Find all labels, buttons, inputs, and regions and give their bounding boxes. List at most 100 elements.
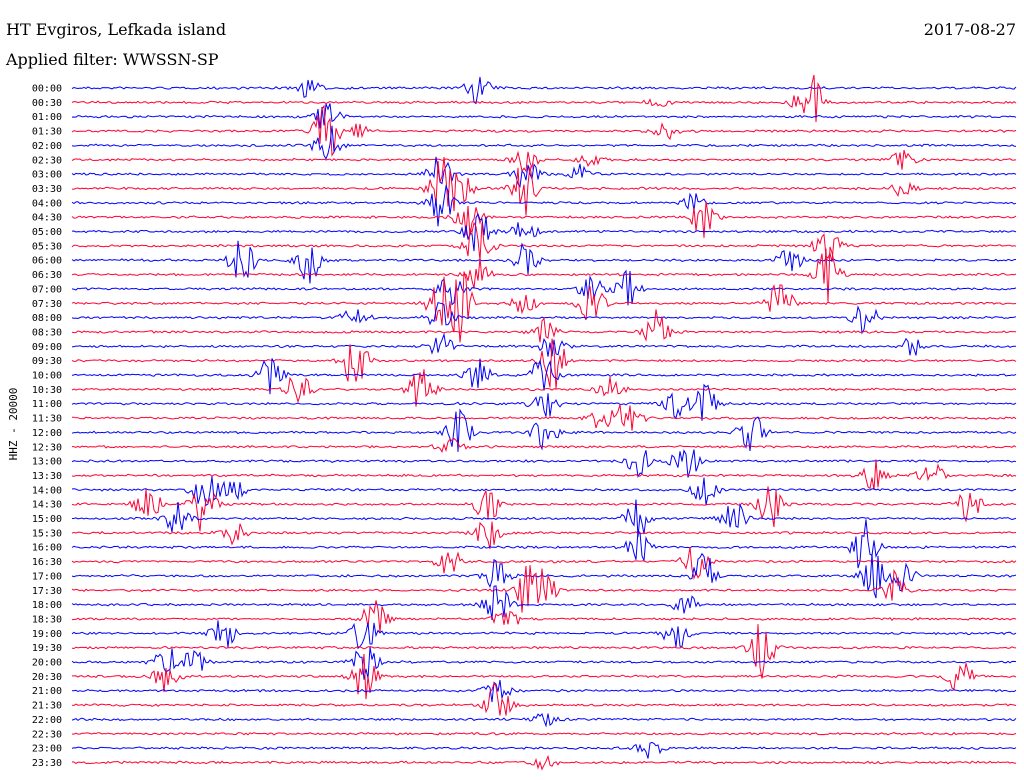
tick-label: 23:30 bbox=[32, 758, 62, 769]
tick-label: 12:00 bbox=[32, 428, 62, 439]
seismic-trace bbox=[71, 741, 1017, 759]
seismic-trace bbox=[71, 713, 1017, 728]
seismic-trace bbox=[71, 149, 1017, 173]
tick-label: 06:00 bbox=[32, 256, 62, 267]
tick-label: 03:30 bbox=[32, 184, 62, 195]
seismic-trace bbox=[71, 459, 1017, 490]
tick-label: 21:30 bbox=[32, 701, 62, 712]
tick-label: 23:00 bbox=[32, 744, 62, 755]
station-title: HT Evgiros, Lefkada island bbox=[6, 20, 227, 39]
seismic-trace bbox=[71, 499, 1017, 537]
tick-label: 05:30 bbox=[32, 241, 62, 252]
seismic-trace bbox=[72, 653, 1017, 700]
tick-label: 10:00 bbox=[32, 371, 62, 382]
tick-label: 08:00 bbox=[32, 313, 62, 324]
tick-label: 06:30 bbox=[32, 270, 62, 281]
tick-label: 10:30 bbox=[32, 385, 62, 396]
seismic-trace bbox=[71, 212, 1017, 252]
seismic-trace bbox=[71, 269, 1017, 306]
tick-label: 03:00 bbox=[32, 170, 62, 181]
seismic-trace bbox=[71, 332, 1017, 357]
seismic-trace bbox=[71, 408, 1017, 452]
tick-label: 02:30 bbox=[32, 155, 62, 166]
tick-label-group: 00:00 00:30 01:00 01:30 02:00 02:30 03:00 03:30… bbox=[32, 84, 62, 769]
tick-label: 00:00 bbox=[32, 84, 62, 95]
seismic-trace bbox=[71, 731, 1017, 736]
seismic-trace bbox=[71, 620, 1017, 650]
tick-label: 12:30 bbox=[32, 442, 62, 453]
tick-label: 15:00 bbox=[32, 514, 62, 525]
tick-label: 09:30 bbox=[32, 356, 62, 367]
seismic-trace bbox=[71, 103, 1017, 129]
tick-label: 18:30 bbox=[32, 614, 62, 625]
tick-label: 17:00 bbox=[32, 571, 62, 582]
seismic-trace bbox=[71, 358, 1017, 395]
seismic-trace bbox=[71, 383, 1017, 421]
tick-label: 13:00 bbox=[32, 457, 62, 468]
date-label: 2017-08-27 bbox=[923, 20, 1016, 39]
tick-label: 04:30 bbox=[32, 213, 62, 224]
seismic-trace bbox=[72, 679, 1017, 703]
seismic-trace bbox=[72, 404, 1017, 431]
seismic-trace bbox=[71, 369, 1017, 407]
tick-label: 07:00 bbox=[32, 284, 62, 295]
seismic-trace bbox=[71, 754, 1017, 771]
seismic-trace bbox=[71, 201, 1017, 238]
tick-label: 05:00 bbox=[32, 227, 62, 238]
tick-label: 19:30 bbox=[32, 643, 62, 654]
tick-label: 01:30 bbox=[32, 127, 62, 138]
seismic-trace bbox=[71, 476, 1017, 507]
seismic-trace bbox=[71, 156, 1017, 188]
trace-group bbox=[71, 74, 1017, 771]
tick-label: 11:00 bbox=[32, 399, 62, 410]
tick-label: 15:30 bbox=[32, 528, 62, 539]
tick-label: 07:30 bbox=[32, 299, 62, 310]
tick-label: 17:30 bbox=[32, 586, 62, 597]
tick-label: 14:00 bbox=[32, 485, 62, 496]
seismic-trace bbox=[71, 585, 1017, 620]
y-axis-label: HHZ - 20000 bbox=[7, 388, 20, 461]
seismic-trace bbox=[71, 681, 1017, 716]
seismic-trace bbox=[71, 646, 1017, 680]
seismic-trace bbox=[71, 271, 1017, 343]
tick-label: 19:00 bbox=[32, 629, 62, 640]
tick-label: 09:00 bbox=[32, 342, 62, 353]
seismic-trace bbox=[71, 309, 1017, 343]
seismic-trace bbox=[71, 521, 1017, 550]
tick-label: 02:00 bbox=[32, 141, 62, 152]
seismic-trace bbox=[71, 552, 1017, 599]
tick-label: 20:30 bbox=[32, 672, 62, 683]
tick-label: 00:30 bbox=[32, 98, 62, 109]
tick-label: 18:00 bbox=[32, 600, 62, 611]
seismic-trace bbox=[71, 600, 1017, 633]
tick-label: 11:30 bbox=[32, 414, 62, 425]
seismic-trace bbox=[71, 240, 1017, 284]
seismic-trace bbox=[71, 184, 1017, 227]
seismic-trace bbox=[71, 104, 1017, 157]
seismic-trace bbox=[71, 565, 1017, 613]
tick-label: 22:30 bbox=[32, 729, 62, 740]
tick-label: 04:00 bbox=[32, 198, 62, 209]
tick-label: 13:30 bbox=[32, 471, 62, 482]
seismic-trace bbox=[71, 437, 1017, 454]
seismic-trace bbox=[71, 74, 1017, 123]
tick-label: 16:30 bbox=[32, 557, 62, 568]
seismic-trace bbox=[71, 624, 1017, 679]
seismic-trace bbox=[71, 246, 1017, 302]
tick-label: 16:00 bbox=[32, 543, 62, 554]
tick-label: 01:00 bbox=[32, 112, 62, 123]
seismic-trace bbox=[71, 449, 1017, 478]
tick-label: 22:00 bbox=[32, 715, 62, 726]
seismic-trace bbox=[71, 76, 1017, 105]
seismic-trace bbox=[71, 157, 1017, 216]
seismic-trace bbox=[71, 547, 1017, 580]
tick-label: 14:30 bbox=[32, 500, 62, 511]
seismic-trace bbox=[71, 221, 1017, 263]
tick-label: 21:00 bbox=[32, 686, 62, 697]
seismic-trace bbox=[71, 519, 1017, 569]
seismic-trace bbox=[71, 486, 1017, 532]
seismic-trace bbox=[71, 338, 1017, 389]
filter-label: Applied filter: WWSSN-SP bbox=[6, 50, 219, 69]
tick-label: 20:00 bbox=[32, 658, 62, 669]
